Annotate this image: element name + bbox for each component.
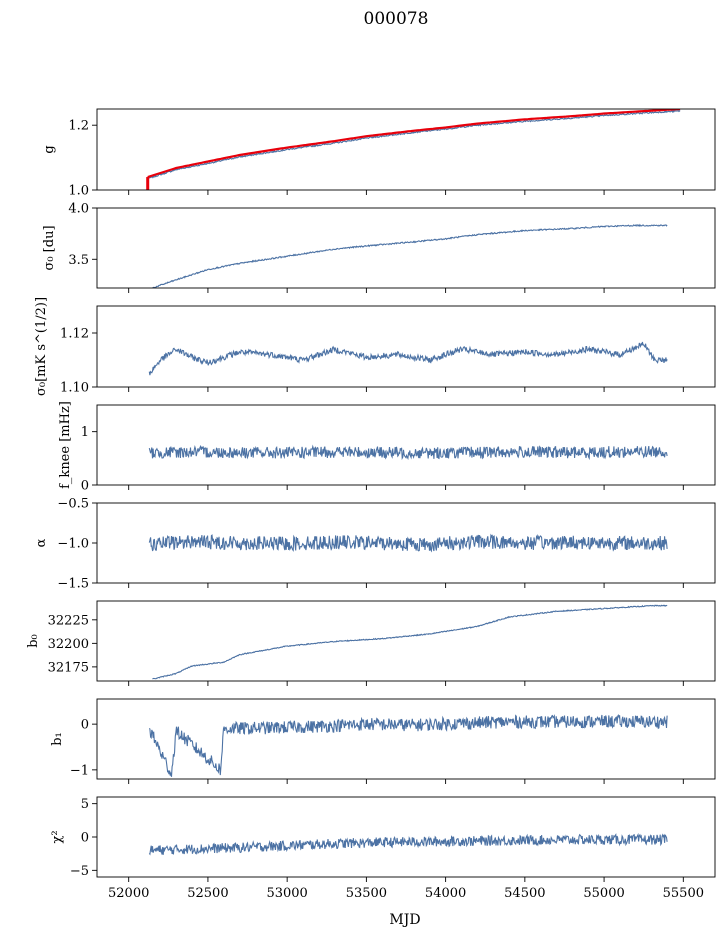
ytick-label-g: 1.2	[68, 119, 89, 134]
ytick-label-b1: 0	[81, 718, 89, 733]
series-g-fit	[147, 109, 681, 179]
ytick-label-alpha: −1.5	[57, 577, 89, 592]
y-axis-label-b1: b₁	[50, 732, 65, 746]
figure-title: 000078	[364, 9, 429, 29]
ytick-label-b1: −1	[70, 763, 89, 778]
y-axis-label-sigma0-du: σ₀ [du]	[42, 225, 57, 270]
panel-chi2: −5 0 5 52000 52500 53000 53500 54000 54500 55000 5…	[50, 796, 716, 901]
panels: 1.0 1.2 g 3.5 4.0 σ₀ [du] 1.10 1.12 σ₀[mK s^(1/2…	[26, 108, 716, 901]
y-axis-label-b0: b₀	[26, 634, 41, 648]
axes-frame-sigma0-mk	[96, 305, 716, 388]
series-alpha-data	[148, 533, 668, 553]
series-b1-data	[148, 714, 668, 777]
xtick-label: 52000	[108, 886, 149, 901]
ytick-label-alpha: −0.5	[57, 497, 89, 512]
x-axis-label: MJD	[389, 912, 420, 928]
xtick-label: 53500	[346, 886, 387, 901]
axes-frame-sigma0-du	[96, 207, 716, 289]
series-g-data	[147, 109, 681, 180]
plot-area-chi2	[148, 832, 668, 856]
ytick-label-b0: 32175	[48, 660, 89, 675]
y-axis-label-alpha: α	[34, 538, 49, 547]
ytick-label-chi2: 5	[81, 797, 89, 812]
ytick-label-b0: 32200	[48, 637, 89, 652]
ytick-label-g: 1.0	[68, 184, 89, 199]
panel-fknee: 0 1 f_knee [mHz]	[58, 401, 716, 494]
plot-area-b1	[148, 714, 668, 777]
xtick-label: 55500	[663, 886, 704, 901]
xtick-label: 52500	[187, 886, 228, 901]
series-fknee-data	[148, 444, 668, 461]
xtick-label: 54000	[425, 886, 466, 901]
ytick-label-sigma0-du: 3.5	[68, 253, 89, 268]
xtick-label: 53000	[266, 886, 307, 901]
xtick-label: 54500	[504, 886, 545, 901]
panel-sigma0-mk: 1.10 1.12 σ₀[mK s^(1/2)]	[34, 297, 716, 396]
series-b0-data	[152, 604, 668, 680]
ytick-label-sigma0-mk: 1.12	[60, 327, 89, 342]
series-chi2-data	[148, 832, 668, 856]
axes-frame-b0	[96, 600, 716, 682]
panel-b1: −1 0 b₁	[50, 698, 716, 784]
ytick-label-b0: 32225	[48, 613, 89, 628]
y-axis-label-chi2: χ²	[50, 830, 65, 843]
axes-frame-fknee	[96, 404, 716, 486]
axes-frame-g	[96, 108, 716, 191]
ytick-label-sigma0-du: 4.0	[68, 202, 89, 217]
y-axis-label-fknee: f_knee [mHz]	[58, 401, 73, 489]
ytick-label-chi2: 0	[81, 831, 89, 846]
plot-area-fknee	[148, 444, 668, 461]
series-sigma0-mk-data	[148, 341, 668, 376]
ytick-label-sigma0-mk: 1.10	[60, 381, 89, 396]
y-axis-label-g: g	[42, 145, 57, 153]
panel-b0: 32175 32200 32225 b₀	[26, 600, 716, 686]
series-sigma0-du-data	[152, 223, 668, 288]
plot-area-b0	[152, 604, 668, 680]
ytick-label-alpha: −1.0	[57, 537, 89, 552]
plot-area-sigma0-mk	[148, 341, 668, 376]
y-axis-label-sigma0-mk: σ₀[mK s^(1/2)]	[34, 297, 49, 396]
axes-frame-b1	[96, 698, 716, 780]
plot-area-sigma0-du	[152, 223, 668, 288]
ytick-label-chi2: −5	[70, 864, 89, 879]
panel-alpha: −1.5 −1.0 −0.5 α	[34, 497, 716, 592]
plot-area-g	[146, 109, 681, 190]
panel-g: 1.0 1.2 g	[42, 108, 716, 199]
xtick-label: 55000	[583, 886, 624, 901]
ytick-label-fknee: 0	[81, 479, 89, 494]
ytick-label-fknee: 1	[81, 425, 89, 440]
plot-area-alpha	[148, 533, 668, 553]
panel-sigma0-du: 3.5 4.0 σ₀ [du]	[42, 202, 716, 293]
